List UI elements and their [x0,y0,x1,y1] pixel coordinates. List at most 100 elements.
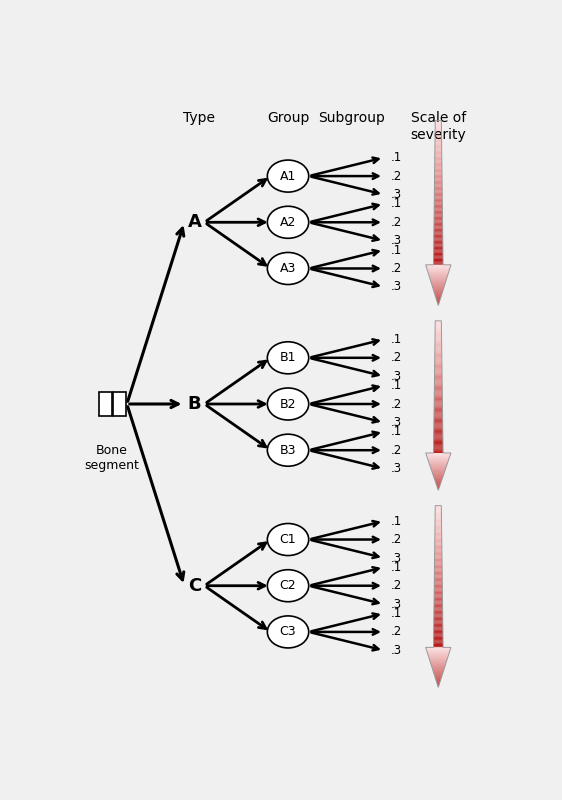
Polygon shape [435,359,442,361]
Polygon shape [434,244,443,246]
Text: .1: .1 [391,243,402,257]
Polygon shape [433,640,443,642]
Polygon shape [435,350,442,352]
Text: Subgroup: Subgroup [318,111,384,126]
Polygon shape [433,447,443,449]
Text: .3: .3 [391,416,401,429]
Polygon shape [434,402,442,403]
Polygon shape [434,421,443,422]
Polygon shape [435,131,442,133]
Text: .3: .3 [391,281,401,294]
Polygon shape [434,637,443,638]
Polygon shape [434,251,443,253]
Polygon shape [434,593,442,594]
Polygon shape [435,130,442,131]
Polygon shape [434,171,442,172]
Polygon shape [434,552,442,553]
Text: Scale of
severity: Scale of severity [410,111,466,142]
Polygon shape [434,243,443,244]
Polygon shape [434,432,443,433]
Polygon shape [435,510,441,511]
Polygon shape [435,355,442,356]
Polygon shape [435,532,442,533]
Polygon shape [433,261,443,262]
Polygon shape [434,431,443,432]
Polygon shape [434,214,442,215]
Ellipse shape [268,570,309,602]
Polygon shape [434,563,442,565]
Polygon shape [433,262,443,263]
Text: B3: B3 [280,444,296,457]
Polygon shape [434,253,443,254]
Polygon shape [434,190,442,191]
Polygon shape [435,347,442,348]
Polygon shape [434,373,442,374]
Polygon shape [434,224,443,225]
Polygon shape [434,234,443,236]
Polygon shape [435,530,442,532]
Polygon shape [434,622,443,624]
Polygon shape [435,525,442,526]
Polygon shape [435,128,441,129]
Polygon shape [434,583,442,585]
Polygon shape [434,554,442,555]
Polygon shape [434,169,442,170]
Polygon shape [434,167,442,169]
Polygon shape [434,378,442,379]
Polygon shape [434,181,442,182]
Polygon shape [434,205,442,206]
Polygon shape [435,506,441,507]
Polygon shape [434,379,442,380]
Polygon shape [435,143,442,145]
Polygon shape [434,198,442,200]
Polygon shape [434,195,442,196]
Text: B: B [188,395,201,413]
Polygon shape [434,179,442,181]
Polygon shape [433,449,443,450]
Polygon shape [434,629,443,630]
Polygon shape [434,229,443,230]
Text: .3: .3 [391,644,401,657]
Polygon shape [434,250,443,251]
Polygon shape [434,617,443,618]
Polygon shape [435,343,442,344]
Polygon shape [434,194,442,195]
Polygon shape [434,255,443,256]
Polygon shape [435,334,442,335]
Polygon shape [434,385,442,386]
Polygon shape [435,509,441,510]
Polygon shape [435,323,441,324]
Polygon shape [434,604,442,605]
Polygon shape [434,177,442,178]
Polygon shape [434,580,442,582]
Polygon shape [434,212,442,213]
Polygon shape [434,362,442,364]
Polygon shape [435,523,442,525]
Polygon shape [434,242,443,243]
Ellipse shape [268,206,309,238]
Polygon shape [434,237,443,238]
Polygon shape [434,249,443,250]
Polygon shape [434,626,443,627]
Ellipse shape [268,253,309,285]
Polygon shape [434,382,442,384]
Polygon shape [434,610,443,612]
Polygon shape [435,160,442,162]
Polygon shape [434,561,442,562]
Polygon shape [434,232,443,234]
Text: .2: .2 [391,351,402,364]
Polygon shape [434,615,443,617]
Polygon shape [435,353,442,354]
Polygon shape [434,574,442,575]
Polygon shape [434,227,443,229]
Text: B1: B1 [280,351,296,364]
Polygon shape [434,438,443,440]
Polygon shape [434,371,442,373]
Polygon shape [435,339,442,341]
Polygon shape [435,507,441,508]
Polygon shape [434,441,443,442]
Polygon shape [434,193,442,194]
Polygon shape [435,520,442,521]
Polygon shape [434,403,442,405]
Polygon shape [434,424,443,426]
